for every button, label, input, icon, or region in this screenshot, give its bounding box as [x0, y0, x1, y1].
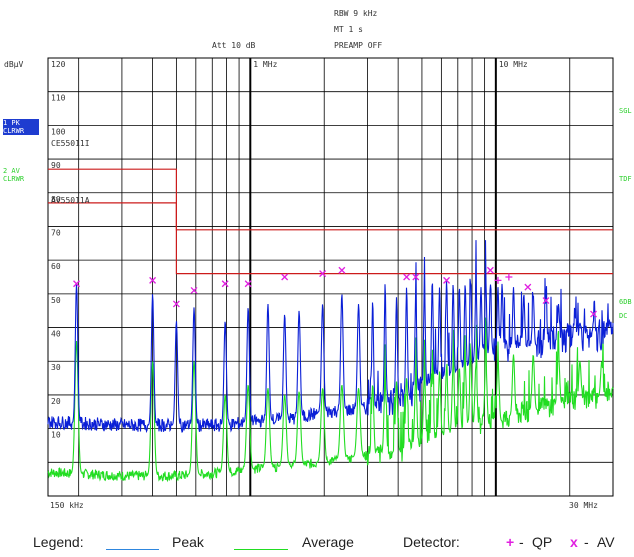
legend-detector-label: Detector: [403, 534, 460, 550]
peak-trace [47, 240, 614, 434]
x-tick-label: 1 MHz [253, 60, 277, 69]
legend-av-label: AV [597, 534, 615, 550]
tag-tdf: TDF [619, 175, 632, 183]
av-marker [221, 280, 229, 288]
grid [48, 57, 613, 497]
tag-sgl: SGL [619, 107, 632, 115]
av-marker [486, 266, 494, 274]
y-tick-label: 10 [51, 431, 61, 440]
legend-average-label: Average [302, 534, 354, 550]
legend-qp-label: QP [532, 534, 553, 550]
tag-6db: 6DB [619, 298, 632, 306]
legend-average-swatch [234, 549, 288, 550]
y-tick-label: 110 [51, 94, 66, 103]
y-tick-label: 50 [51, 296, 61, 305]
y-tick-label: 90 [51, 161, 61, 170]
qp-marker [505, 273, 513, 281]
legend-peak-label: Peak [172, 534, 204, 550]
peak-line [47, 240, 614, 434]
limit-label-av: AV55011A [51, 196, 90, 205]
legend-qp-symbol: + [506, 534, 515, 550]
av-marker [319, 270, 327, 278]
y-tick-label: 40 [51, 330, 61, 339]
limit-label-qp: CE55011I [51, 139, 90, 148]
trace2-tag-line2: CLRWR [3, 175, 25, 183]
legend-qp-dash: - [519, 534, 524, 550]
y-unit-label: dBµV [4, 60, 23, 69]
limit-line [48, 168, 613, 231]
trace1-tag-line1: 1 PK [3, 119, 20, 127]
tick-labels: 120 110 100 90 80 70 60 50 40 30 20 10 150 kHz 1 MHz 1… [50, 60, 598, 510]
limit-lines [48, 168, 613, 275]
tag-dc: DC [619, 312, 628, 320]
av-marker [190, 287, 198, 294]
y-tick-label: 60 [51, 262, 61, 271]
av-marker [149, 276, 157, 284]
trace1-tag: 1 PK CLRWR [3, 119, 39, 135]
y-tick-label: 80 [51, 195, 61, 204]
detector-markers [73, 266, 598, 318]
trace2-tag: 2 AV CLRWR [3, 167, 39, 183]
header-mt: MT 1 s [334, 25, 363, 34]
av-marker [524, 283, 532, 291]
av-marker [443, 276, 451, 284]
limit-line [48, 202, 613, 275]
legend-av-dash: - [584, 534, 589, 550]
legend-peak-swatch [106, 549, 159, 550]
y-tick-label: 70 [51, 228, 61, 237]
x-tick-label: 30 MHz [569, 501, 598, 510]
av-marker [73, 280, 80, 288]
qp-marker [494, 276, 502, 284]
av-marker [281, 273, 289, 281]
av-marker [403, 273, 411, 281]
header-preamp: PREAMP OFF [334, 41, 382, 50]
av-marker [244, 280, 252, 288]
x-tick-label: 10 MHz [499, 60, 528, 69]
legend-title: Legend: [33, 534, 84, 550]
y-tick-label: 20 [51, 397, 61, 406]
av-marker [412, 273, 420, 281]
y-tick-label: 100 [51, 127, 66, 136]
average-trace [47, 317, 614, 483]
header-rbw: RBW 9 kHz [334, 9, 378, 18]
av-marker [542, 297, 550, 305]
av-marker [172, 300, 180, 308]
av-marker [590, 310, 598, 318]
legend-av-symbol: x [570, 534, 578, 550]
average-line [47, 317, 614, 483]
trace2-tag-line1: 2 AV [3, 167, 20, 175]
av-marker [338, 266, 346, 274]
x-tick-label: 150 kHz [50, 501, 84, 510]
y-tick-label: 120 [51, 60, 66, 69]
y-tick-label: 30 [51, 363, 61, 372]
header-att: Att 10 dB [212, 41, 256, 50]
trace1-tag-line2: CLRWR [3, 127, 25, 135]
